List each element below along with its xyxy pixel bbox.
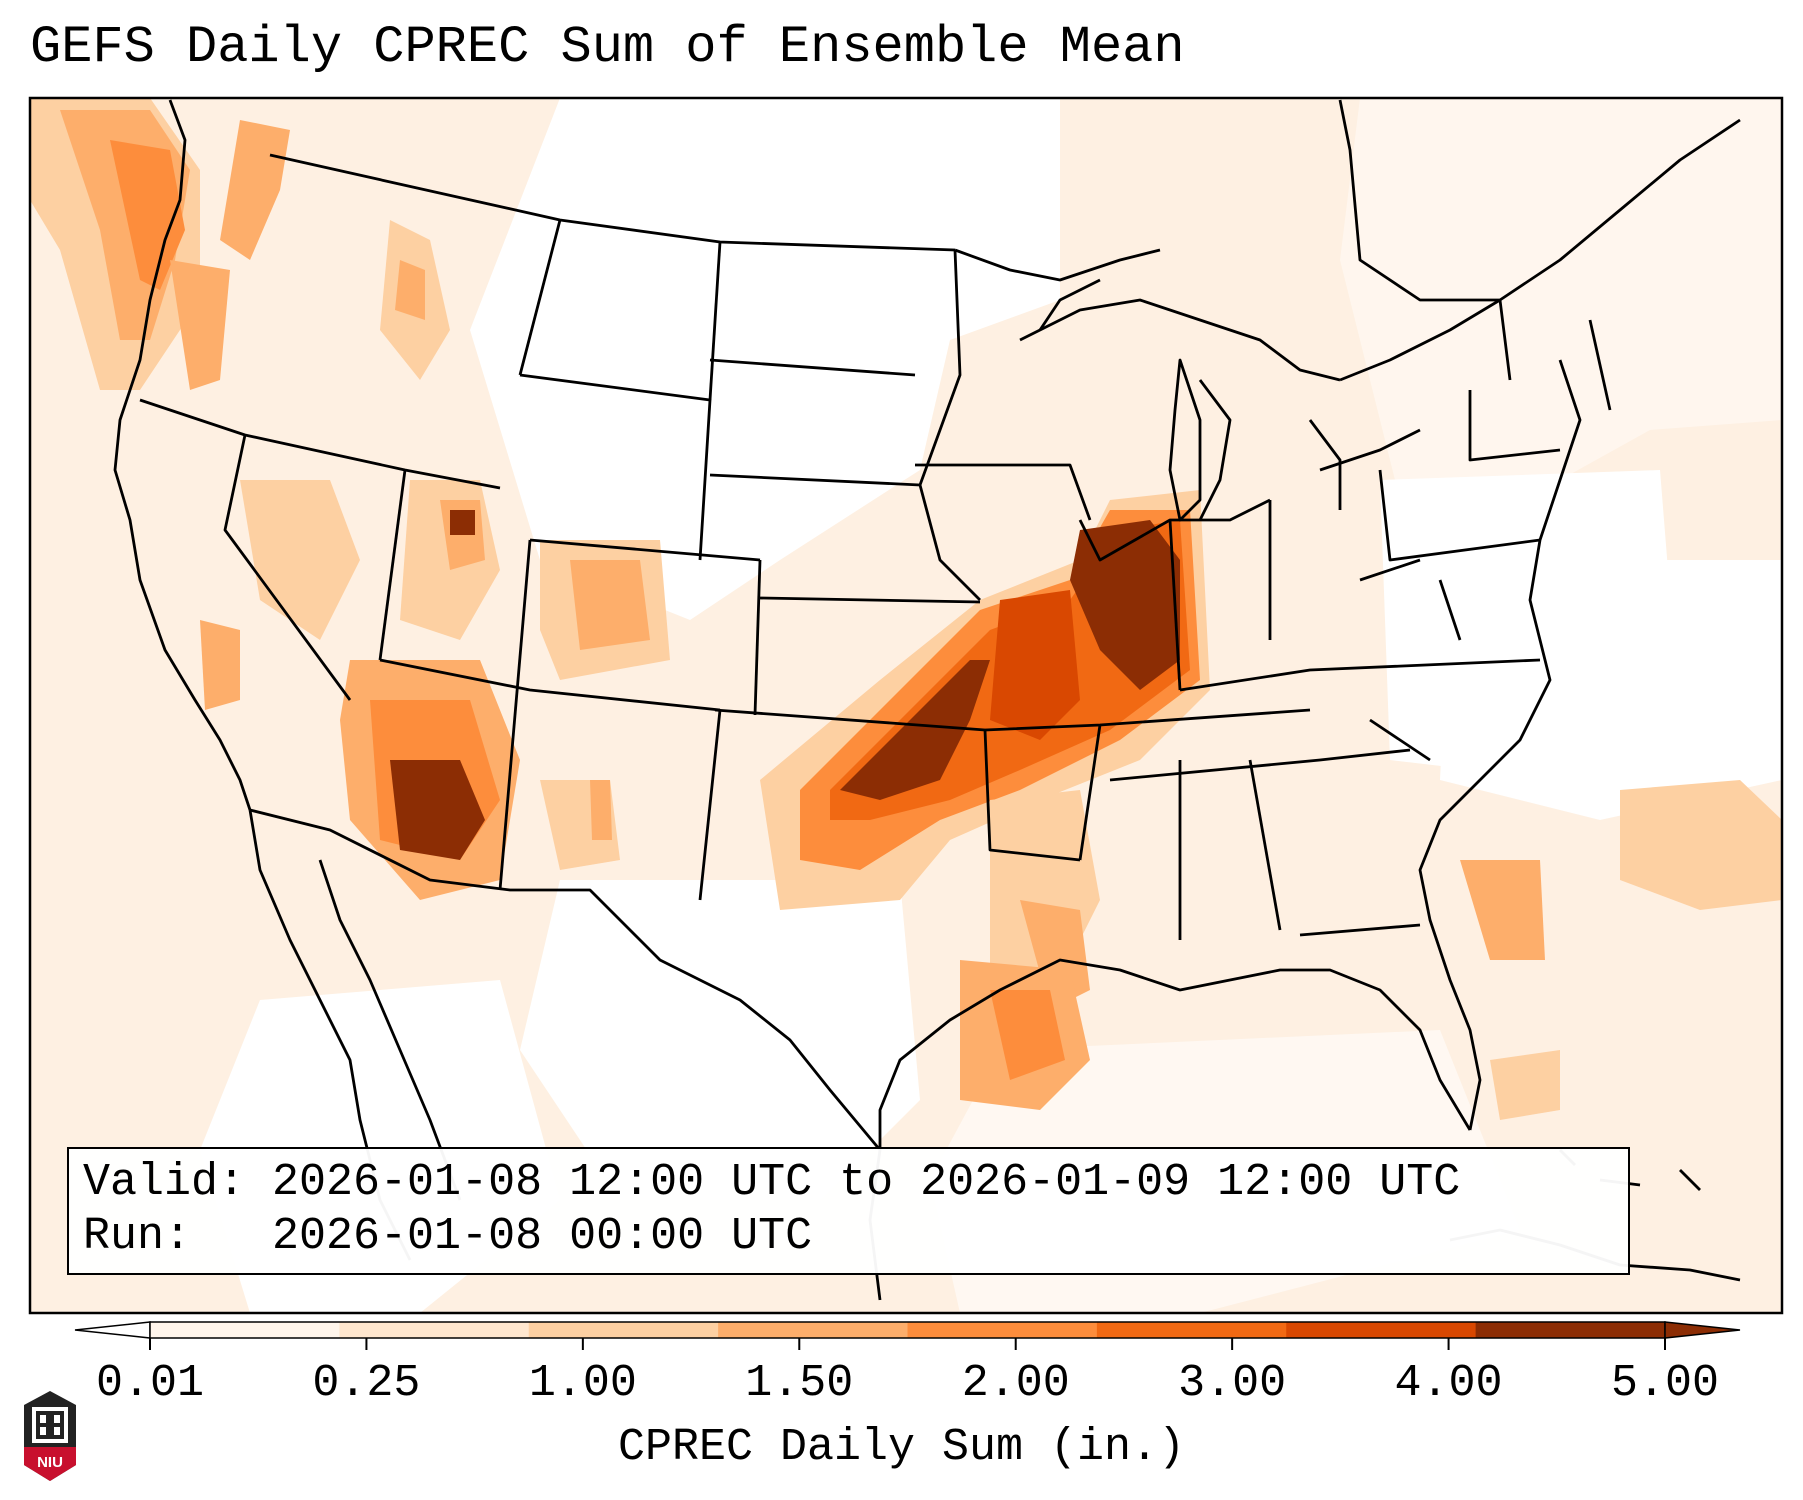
colorbar-segment: [718, 1322, 908, 1338]
colorbar-segment: [150, 1322, 340, 1338]
colorbar-tick-label: 1.50: [745, 1358, 854, 1409]
colorbar-segment: [528, 1322, 719, 1338]
colorbar-segments: [149, 1321, 1666, 1339]
colorbar-under-arrow: [74, 1321, 151, 1339]
colorbar-segment: [1475, 1322, 1666, 1338]
colorbar-tick-label: 0.01: [95, 1358, 205, 1409]
map-title: GEFS Daily CPREC Sum of Ensemble Mean: [30, 18, 1185, 77]
colorbar-segment: [907, 1322, 1098, 1338]
colorbar-ticks: [149, 1338, 1666, 1350]
colorbar-segment: [339, 1322, 530, 1338]
colorbar-tick-label: 1.00: [528, 1358, 637, 1409]
colorbar-tick-label: 5.00: [1610, 1358, 1720, 1409]
map-boundaries: [113, 99, 1741, 1301]
svg-text:NIU: NIU: [37, 1454, 63, 1471]
colorbar-tick-label: 3.00: [1178, 1358, 1287, 1409]
info-box: Valid: 2026-01-08 12:00 UTC to 2026-01-0…: [67, 1147, 1630, 1275]
colorbar-tick-label: 4.00: [1394, 1358, 1503, 1409]
run-time: Run: 2026-01-08 00:00 UTC: [83, 1211, 813, 1262]
colorbar-tick-label: 0.25: [312, 1358, 421, 1409]
map-frame: [28, 96, 1784, 1315]
precip-field: [30, 98, 1782, 1313]
valid-time: Valid: 2026-01-08 12:00 UTC to 2026-01-0…: [83, 1157, 1461, 1208]
colorbar-segment: [1286, 1322, 1477, 1338]
colorbar: [74, 1321, 1741, 1350]
colorbar-tick-label: 2.00: [961, 1358, 1070, 1409]
colorbar-label: CPREC Daily Sum (in.): [617, 1422, 1186, 1473]
niu-logo-icon: NIU: [24, 1391, 76, 1481]
colorbar-over-arrow: [1664, 1321, 1741, 1339]
colorbar-segment: [1096, 1322, 1287, 1338]
